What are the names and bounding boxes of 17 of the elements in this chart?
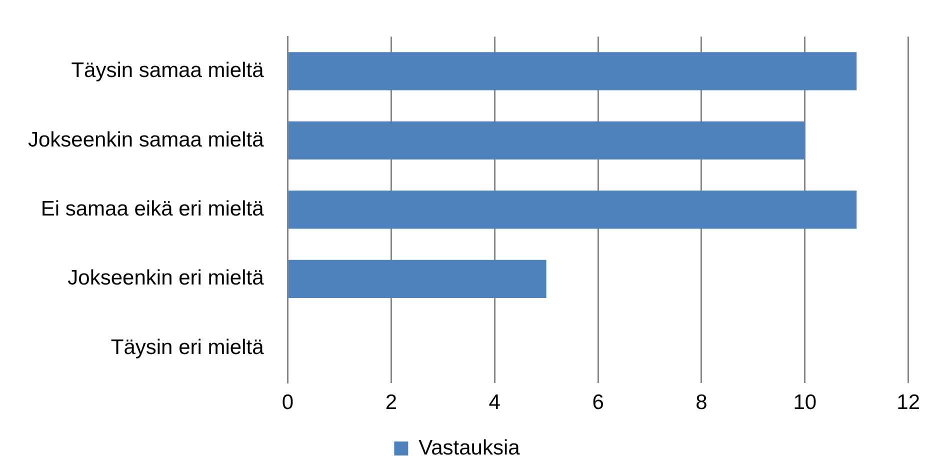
- x-tick-label: 12: [896, 391, 920, 414]
- x-tick-label: 6: [592, 391, 604, 414]
- y-tick-label: Jokseenkin samaa mieltä: [28, 128, 264, 152]
- x-tick-label: 10: [793, 391, 817, 414]
- bar: [288, 190, 857, 229]
- bar: [288, 260, 546, 298]
- bar: [288, 121, 805, 160]
- bar: [288, 52, 857, 90]
- x-tick-label: 4: [488, 391, 501, 414]
- y-tick-label: Täysin samaa mieltä: [71, 59, 264, 82]
- y-tick-label: Täysin eri mieltä: [110, 336, 264, 359]
- x-tick-label: 8: [696, 391, 708, 414]
- legend-label: Vastauksia: [418, 436, 520, 460]
- x-tick-label: 0: [282, 391, 294, 414]
- x-tick-label: 2: [385, 391, 398, 414]
- y-tick-label: Ei samaa eikä eri mieltä: [40, 197, 264, 220]
- y-tick-label: Jokseenkin eri mieltä: [68, 266, 264, 290]
